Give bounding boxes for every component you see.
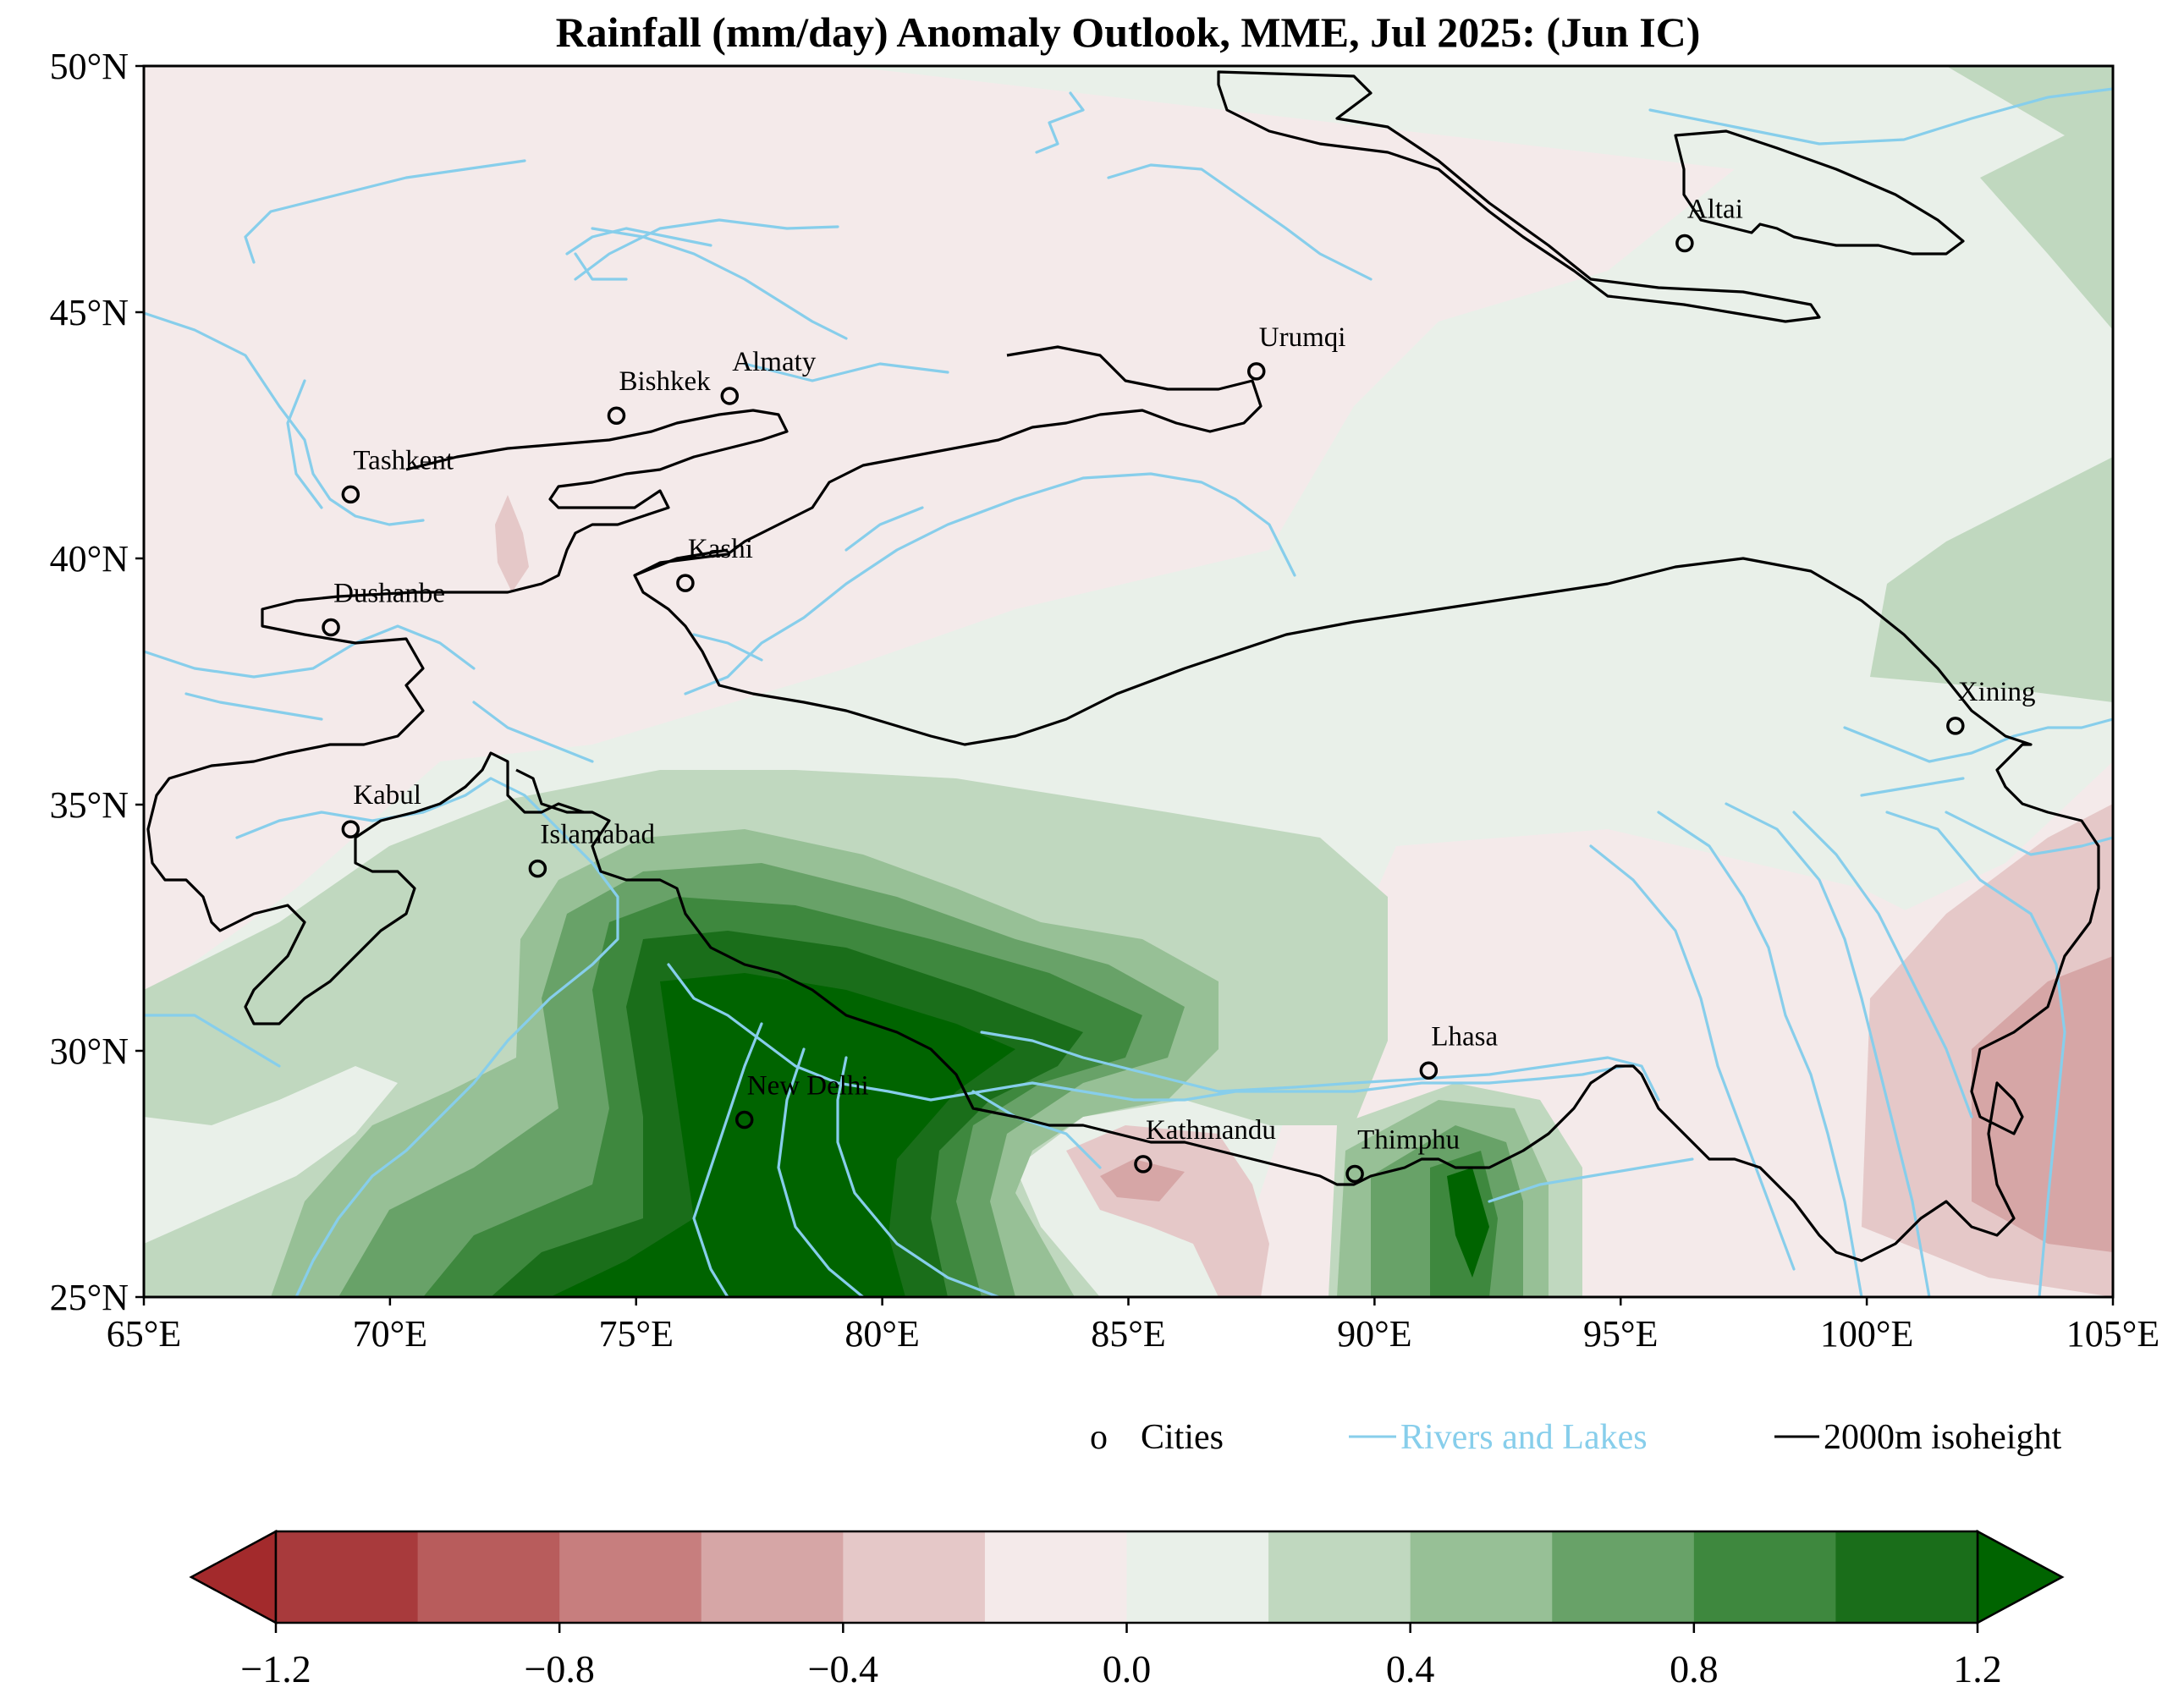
colorbar-bin bbox=[1693, 1531, 1837, 1623]
legend-cities-marker: o bbox=[1090, 1418, 1108, 1457]
legend-cities-label: Cities bbox=[1141, 1418, 1224, 1457]
city-label-bishkek: Bishkek bbox=[619, 366, 711, 397]
city-label-kashi: Kashi bbox=[688, 534, 753, 564]
lon-tick-label: 100°E bbox=[1820, 1313, 1913, 1355]
map-legend: o Cities Rivers and Lakes 2000m isoheigh… bbox=[1090, 1418, 2061, 1457]
isoheight-tianshan bbox=[515, 345, 2100, 1262]
river-yarlung bbox=[980, 1031, 1694, 1203]
city-label-kathmandu: Kathmandu bbox=[1146, 1115, 1276, 1146]
lon-tick-label: 70°E bbox=[353, 1313, 427, 1355]
legend-isoheight-label: 2000m isoheight bbox=[1824, 1418, 2061, 1457]
river-ganges bbox=[667, 963, 1626, 1297]
city-label-islamabad: Islamabad bbox=[540, 820, 655, 850]
city-marker-xining bbox=[1946, 717, 1965, 735]
city-label-new-delhi: New Delhi bbox=[747, 1070, 869, 1101]
lat-tick-label: 30°N bbox=[50, 1031, 129, 1072]
lat-tick-label: 40°N bbox=[50, 538, 129, 580]
isoheight-pamir bbox=[146, 409, 789, 1025]
rivers-and-lakes bbox=[144, 87, 2113, 1297]
colorbar-tick-label: −0.8 bbox=[524, 1647, 594, 1690]
city-marker-islamabad bbox=[528, 859, 547, 878]
isoheight-kunlun-loop bbox=[634, 548, 729, 577]
anomaly-kathmandu-neg-core bbox=[1100, 1159, 1185, 1201]
lon-tick-label: 65°E bbox=[107, 1313, 181, 1355]
lon-tick-label: 105°E bbox=[2066, 1313, 2159, 1355]
colorbar-bin bbox=[276, 1531, 419, 1623]
colorbar-bin bbox=[1410, 1531, 1553, 1623]
city-label-xining: Xining bbox=[1958, 677, 2036, 707]
lat-tick-label: 45°N bbox=[50, 292, 129, 333]
colorbar-bin bbox=[1835, 1531, 1978, 1623]
city-marker-dushanbe bbox=[322, 618, 340, 637]
river-balkhash bbox=[565, 218, 839, 281]
river-tarim bbox=[684, 472, 1296, 695]
anomaly-ne-green bbox=[1946, 66, 2113, 330]
lon-tick-label: 85°E bbox=[1091, 1313, 1165, 1355]
city-marker-kashi bbox=[676, 574, 695, 592]
city-label-altai: Altai bbox=[1687, 195, 1743, 225]
city-label-kabul: Kabul bbox=[353, 780, 421, 811]
colorbar-tick-label: 0.8 bbox=[1670, 1647, 1719, 1690]
river-ob-irtysh bbox=[1035, 87, 2113, 281]
city-marker-tashkent bbox=[341, 485, 360, 504]
city-marker-kabul bbox=[341, 820, 360, 838]
anomaly-e-green bbox=[1870, 457, 2113, 702]
isoheight-2000m bbox=[146, 70, 2100, 1262]
colorbar: −1.2 −0.8 −0.4 0.0 0.4 0.8 1.2 bbox=[189, 1529, 2065, 1690]
city-marker-altai bbox=[1675, 234, 1694, 253]
colorbar-bin bbox=[1268, 1531, 1411, 1623]
lon-tick-label: 95°E bbox=[1583, 1313, 1658, 1355]
colorbar-tick-label: −1.2 bbox=[240, 1647, 311, 1690]
colorbar-tick-label: 0.0 bbox=[1103, 1647, 1152, 1690]
isoheight-altai bbox=[1217, 70, 1965, 323]
lat-tick-label: 35°N bbox=[50, 784, 129, 826]
legend-rivers-label: Rivers and Lakes bbox=[1400, 1418, 1648, 1457]
lat-tick-label: 50°N bbox=[50, 46, 129, 87]
colorbar-bin bbox=[984, 1531, 1128, 1623]
city-marker-thimphu bbox=[1345, 1164, 1364, 1184]
anomaly-tajik-neg bbox=[495, 495, 529, 592]
map-title: Rainfall (mm/day) Anomaly Outlook, MME, … bbox=[556, 8, 1701, 56]
river-amu-darya bbox=[144, 624, 594, 763]
river-syr-darya bbox=[144, 311, 425, 526]
city-label-urumqi: Urumqi bbox=[1259, 322, 1346, 353]
anomaly-se-pink-2 bbox=[1972, 956, 2113, 1252]
colorbar-tick-label: 0.4 bbox=[1386, 1647, 1435, 1690]
city-label-tashkent: Tashkent bbox=[353, 445, 454, 475]
city-marker-new-delhi bbox=[734, 1110, 754, 1130]
city-marker-kathmandu bbox=[1134, 1155, 1153, 1174]
colorbar-bin bbox=[1126, 1531, 1269, 1623]
lon-tick-label: 75°E bbox=[599, 1313, 674, 1355]
river-chu-ili bbox=[244, 159, 949, 382]
city-marker-almaty bbox=[720, 387, 740, 405]
map-panel: Altai Urumqi Almaty Bishkek Tashkent Kashi Dus… bbox=[144, 66, 2113, 1297]
city-label-lhasa: Lhasa bbox=[1431, 1021, 1498, 1052]
colorbar-bin bbox=[1552, 1531, 1695, 1623]
anomaly-pos-1.2-bhutan bbox=[1447, 1168, 1489, 1278]
lon-tick-label: 90°E bbox=[1337, 1313, 1411, 1355]
colorbar-bin bbox=[701, 1531, 844, 1623]
map-axes: 65°E 70°E 75°E 80°E 85°E 90°E 95°E 100°E 105°E 50… bbox=[50, 46, 2160, 1355]
city-label-dushanbe: Dushanbe bbox=[333, 578, 445, 608]
colorbar-under-arrow bbox=[189, 1529, 278, 1625]
colorbar-tick-label: −0.4 bbox=[808, 1647, 878, 1690]
city-label-almaty: Almaty bbox=[732, 347, 816, 377]
cities-layer: Altai Urumqi Almaty Bishkek Tashkent Kashi Dus… bbox=[322, 195, 2036, 1184]
colorbar-tick-label: 1.2 bbox=[1953, 1647, 2002, 1690]
city-marker-urumqi bbox=[1247, 362, 1266, 381]
city-marker-lhasa bbox=[1419, 1061, 1439, 1080]
river-yellow bbox=[1843, 717, 2113, 856]
river-se-asia bbox=[1589, 802, 2066, 1297]
lat-tick-label: 25°N bbox=[50, 1277, 129, 1318]
colorbar-bin bbox=[559, 1531, 702, 1623]
colorbar-bin bbox=[843, 1531, 986, 1623]
city-marker-bishkek bbox=[607, 406, 626, 425]
city-label-thimphu: Thimphu bbox=[1357, 1125, 1460, 1156]
lon-tick-label: 80°E bbox=[844, 1313, 919, 1355]
colorbar-over-arrow bbox=[1976, 1529, 2065, 1625]
colorbar-bin bbox=[417, 1531, 560, 1623]
